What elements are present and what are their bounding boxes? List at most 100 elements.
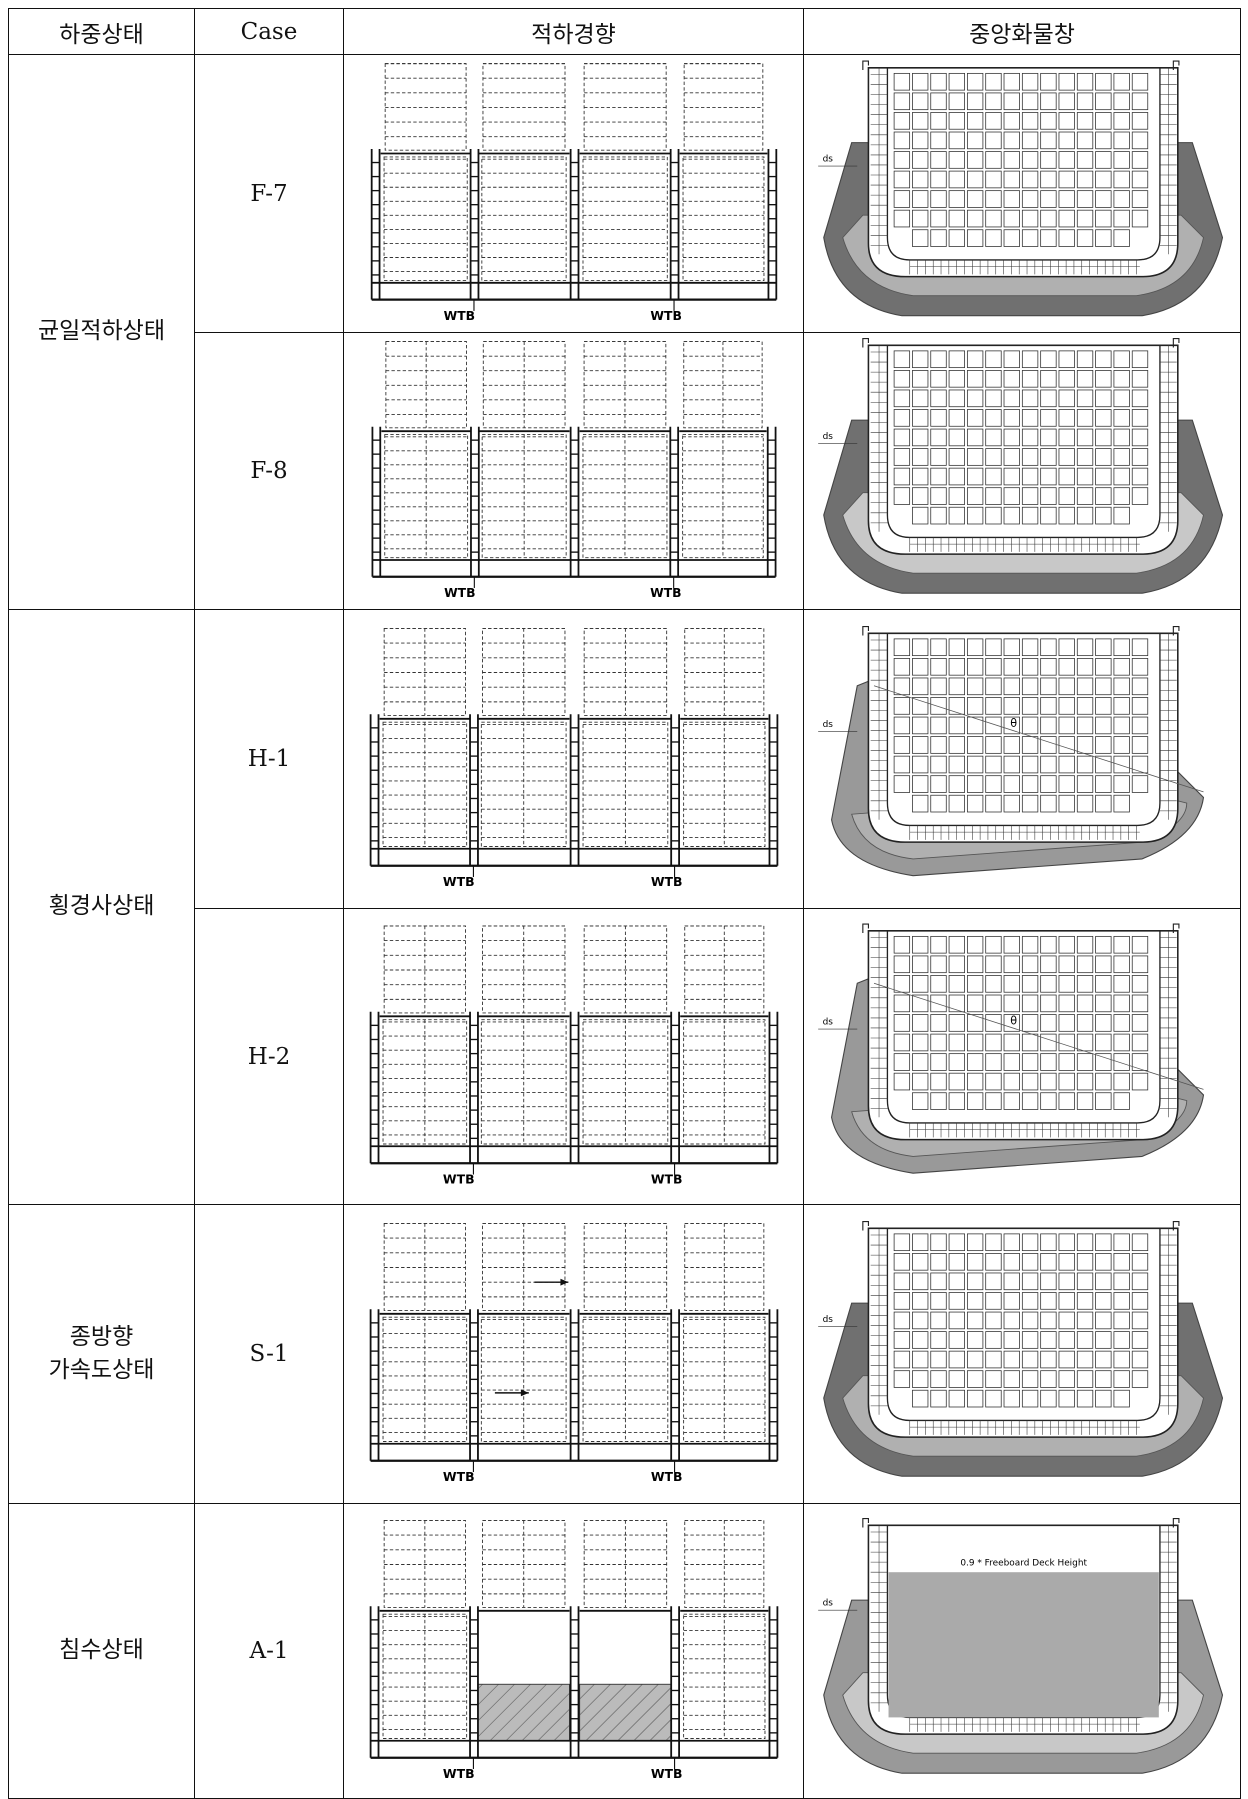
container: [893, 1013, 911, 1032]
container: [930, 794, 947, 812]
section-figure: ds: [818, 1220, 1224, 1477]
container: [1076, 755, 1094, 773]
container: [1095, 170, 1112, 188]
container: [966, 794, 984, 812]
container: [1131, 447, 1149, 466]
container: [985, 1389, 1002, 1407]
container: [966, 637, 984, 656]
container: [1058, 486, 1075, 505]
container: [1076, 735, 1094, 754]
container: [948, 1033, 965, 1051]
container: [985, 92, 1002, 110]
container: [1131, 1311, 1149, 1329]
container-stack: [482, 62, 565, 151]
container: [985, 1052, 1002, 1071]
container: [930, 447, 947, 466]
container: [1040, 935, 1057, 954]
container: [893, 955, 911, 973]
container: [1040, 1330, 1057, 1349]
container: [1058, 467, 1075, 485]
container: [893, 389, 911, 407]
container: [893, 1330, 911, 1349]
container: [930, 408, 947, 427]
container: [1040, 1291, 1057, 1310]
container: [1113, 92, 1130, 110]
table-row: 종방향 가속도상태 S-1 WTB WTB ds: [8, 1204, 1241, 1504]
container: [1058, 131, 1075, 149]
container: [1076, 150, 1094, 169]
container: [1040, 696, 1057, 715]
coaming: [862, 625, 869, 636]
case-id: S-1: [194, 1204, 344, 1504]
container: [1003, 1232, 1020, 1251]
container: [1058, 974, 1075, 993]
container: [893, 1232, 911, 1251]
container: [1021, 389, 1039, 407]
container: [1076, 637, 1094, 656]
container: [1095, 467, 1112, 485]
container: [893, 189, 911, 208]
container: [1131, 1350, 1149, 1368]
container: [912, 1072, 929, 1090]
container: [948, 408, 965, 427]
table-row: 균일적하상태 F-7 WTB WTB ds: [8, 54, 1241, 610]
container: [1113, 716, 1130, 734]
container: [1003, 1291, 1020, 1310]
container: [1021, 369, 1039, 388]
container: [966, 447, 984, 466]
container: [893, 716, 911, 734]
loading-figure: WTB WTB: [370, 62, 777, 322]
container: [985, 209, 1002, 227]
container: [1021, 1350, 1039, 1368]
container: [948, 506, 965, 524]
container: [1095, 974, 1112, 993]
container: [930, 1033, 947, 1051]
container: [966, 1052, 984, 1071]
container: [1113, 486, 1130, 505]
elevation: WTB WTB: [369, 1222, 778, 1484]
container: [912, 1350, 929, 1368]
container: [1076, 1072, 1094, 1090]
container: [1076, 1350, 1094, 1368]
container: [930, 677, 947, 695]
container: [1095, 1311, 1112, 1329]
case-id: F-8: [194, 332, 344, 610]
container: [1021, 774, 1039, 793]
container: [930, 486, 947, 505]
container: [1021, 1013, 1039, 1032]
container: [1003, 92, 1020, 110]
container: [1003, 72, 1020, 91]
container: [912, 349, 929, 368]
ds-label: ds: [823, 432, 834, 442]
coaming: [1172, 1517, 1180, 1528]
container: [1113, 447, 1130, 466]
container: [912, 1052, 929, 1071]
container: [1003, 428, 1020, 446]
coaming: [862, 1220, 869, 1231]
container: [948, 389, 965, 407]
container: [912, 755, 929, 773]
container: [1113, 1091, 1130, 1110]
ds-label: ds: [823, 154, 834, 164]
container: [1058, 1091, 1075, 1110]
midship-hold: ds: [803, 332, 1241, 610]
container: [1040, 974, 1057, 993]
container: [1131, 637, 1149, 656]
container: [1058, 72, 1075, 91]
container: [893, 111, 911, 130]
container: [1076, 349, 1094, 368]
container: [948, 1013, 965, 1032]
container: [1021, 349, 1039, 368]
container: [1095, 189, 1112, 208]
container: [1003, 1091, 1020, 1110]
load-condition: 종방향 가속도상태: [8, 1204, 195, 1504]
container: [1003, 1013, 1020, 1032]
container: [1040, 1052, 1057, 1071]
container: [1113, 774, 1130, 793]
container: [1131, 72, 1149, 91]
container: [1021, 1369, 1039, 1388]
container: [1003, 1389, 1020, 1407]
container: [1021, 1291, 1039, 1310]
container: [948, 92, 965, 110]
container: [930, 111, 947, 130]
